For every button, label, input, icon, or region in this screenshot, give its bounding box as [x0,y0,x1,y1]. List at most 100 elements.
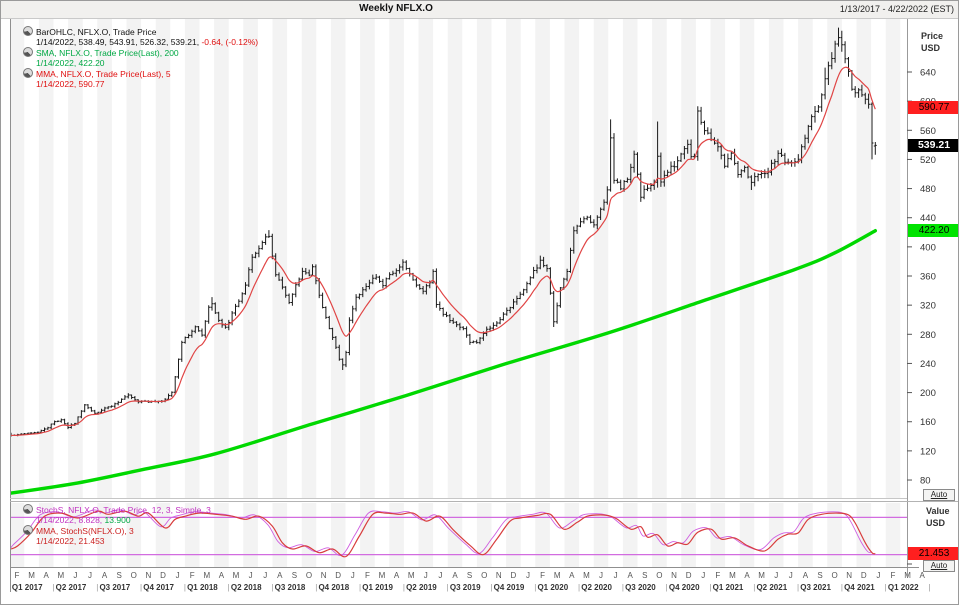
month-label: N [146,571,152,580]
legend-sma-label: SMA, NFLX.O, Trade Price(Last), 200 [36,48,179,58]
quarter-label: Q4 2017 [143,583,174,592]
month-label: A [803,571,809,580]
legend-stochs-value-d: 13.900 [104,514,131,525]
page-title: Weekly NFLX.O [359,3,433,14]
legend-collapse-icon[interactable] [23,504,33,514]
month-label: F [715,571,720,580]
month-label: D [160,571,166,580]
month-label: M [57,571,64,580]
value-axis-auto-button[interactable]: Auto [923,560,955,572]
price-tick-label: 160 [920,417,936,428]
price-axis-auto-button[interactable]: Auto [923,489,955,501]
month-label: S [467,571,472,580]
quarter-separator: | [841,583,843,592]
plot-frame [10,18,958,592]
month-label: F [365,571,370,580]
price-tick-label: 240 [920,359,936,370]
month-label: S [117,571,122,580]
legend-collapse-icon[interactable] [23,525,33,535]
month-label: O [481,571,487,580]
month-label: J [73,571,77,580]
quarter-separator: | [928,583,930,592]
price-tick-label: 360 [920,272,936,283]
price-tag-422.20: 422.20 [908,224,958,238]
month-label: J [176,571,180,580]
quarter-separator: | [315,583,317,592]
legend-sma-value: 1/14/2022, 422.20 [36,57,105,68]
month-label: M [904,571,911,580]
quarter-separator: | [96,583,98,592]
month-label: S [642,571,647,580]
month-label: J [789,571,793,580]
price-tick-label: 120 [920,446,936,457]
quarter-label: Q3 2019 [450,583,481,592]
legend-collapse-icon[interactable] [23,26,33,36]
month-label: M [233,571,240,580]
month-label: J [424,571,428,580]
month-label: S [817,571,822,580]
stoch-mma-line [10,510,876,558]
quarter-label: Q4 2018 [318,583,349,592]
quarter-label: Q4 2021 [844,583,875,592]
month-label: J [701,571,705,580]
quarter-separator: | [578,583,580,592]
legend-stochs-value: 1/14/2022, 8.828, [36,514,103,525]
month-label: J [599,571,603,580]
sma-200-line [10,229,877,495]
legend-row-stoch-mma-values: 1/14/2022, 21.453 [23,536,211,547]
price-axis-ticks: 6406005605204804404003603202802402001601… [907,68,936,565]
quarter-separator: | [359,583,361,592]
quarter-label: Q3 2021 [800,583,831,592]
month-label: N [846,571,852,580]
legend-row-stochs-values: 1/14/2022, 8.828, 13.900 [23,515,211,526]
price-tick-label: 280 [920,330,936,341]
quarter-separator: | [534,583,536,592]
month-label: F [15,571,20,580]
quarter-label: Q2 2019 [406,583,437,592]
price-tick-label: 440 [920,213,936,224]
value-axis-title: Value USD [926,505,950,529]
month-label: A [102,571,108,580]
quarter-separator: | [622,583,624,592]
price-tag-539.21: 539.21 [908,138,958,152]
legend-row-stochs: StochS, NFLX.O, Trade Price, 12, 3, Simp… [23,504,211,515]
quarter-separator: | [271,583,273,592]
legend-row-barohlc-values: 1/14/2022, 538.49, 543.91, 526.32, 539.2… [23,37,258,48]
legend-mma-label: MMA, NFLX.O, Trade Price(Last), 5 [36,69,171,79]
month-label: A [219,571,225,580]
legend-collapse-icon[interactable] [23,47,33,57]
legend-barohlc-values: 1/14/2022, 538.49, 543.91, 526.32, 539.2… [36,36,200,47]
quarter-label: Q2 2018 [231,583,262,592]
month-label: O [131,571,137,580]
stoch-value-tag: 21.453 [908,547,958,561]
legend-row-sma: SMA, NFLX.O, Trade Price(Last), 200 [23,47,258,58]
month-label: A [277,571,283,580]
quarter-separator: | [753,583,755,592]
legend-barohlc-label: BarOHLC, NFLX.O, Trade Price [36,27,157,37]
legend-row-sma-values: 1/14/2022, 422.20 [23,58,258,69]
quarter-separator: | [709,583,711,592]
month-label: O [831,571,837,580]
mma-5-line [10,66,876,437]
quarter-separator: | [490,583,492,592]
quarter-separator: | [403,583,405,592]
month-label: J [774,571,778,580]
legend-stochs-label: StochS, NFLX.O, Trade Price, 12, 3, Simp… [36,505,211,515]
month-label: J [526,571,530,580]
legend-row-stoch-mma: MMA, StochS(NFLX.O), 3 [23,525,211,536]
quarter-label: Q2 2017 [56,583,87,592]
month-label: J [263,571,267,580]
quarter-label: Q1 2022 [888,583,919,592]
price-axis-title-line1: Price [921,31,944,41]
month-label: N [496,571,502,580]
price-tick-label: 520 [920,155,936,166]
month-label: F [891,571,896,580]
month-label: M [583,571,590,580]
quarter-label: Q1 2018 [187,583,218,592]
month-label: A [628,571,634,580]
legend-collapse-icon[interactable] [23,68,33,78]
value-axis-title-line2: USD [926,518,946,528]
price-tick-label: 400 [920,242,936,253]
